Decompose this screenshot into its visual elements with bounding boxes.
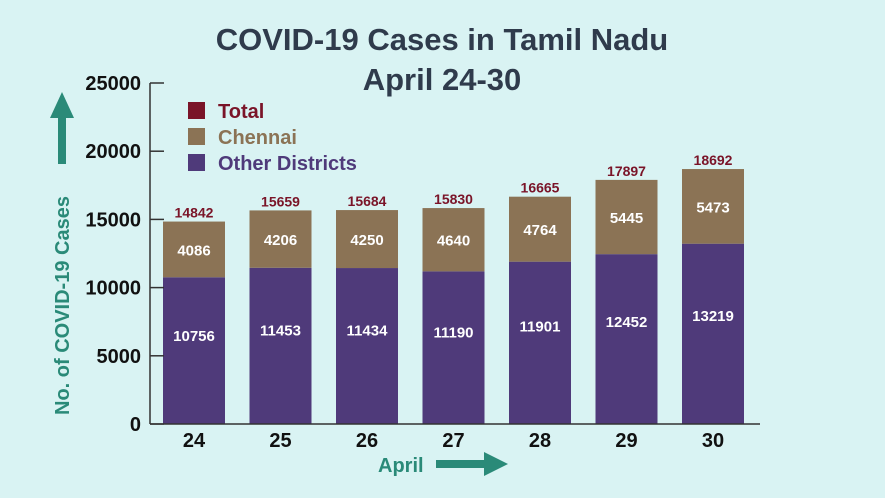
data-label: 4086 xyxy=(177,242,210,259)
bar-chennai xyxy=(249,210,312,268)
bar-other-districts xyxy=(163,277,225,424)
y-tick-label: 15000 xyxy=(85,209,141,231)
total-label: 15830 xyxy=(434,191,473,207)
x-tick-label: 25 xyxy=(269,430,291,452)
x-tick-label: 24 xyxy=(183,430,206,452)
data-label: 4206 xyxy=(264,232,297,249)
data-label: 4764 xyxy=(523,222,557,239)
legend-label: Other Districts xyxy=(218,153,357,175)
data-label: 5445 xyxy=(610,210,643,227)
x-tick-label: 30 xyxy=(702,430,724,452)
x-tick-label: 28 xyxy=(529,430,551,452)
y-tick-label: 10000 xyxy=(85,278,141,300)
legend-swatch xyxy=(188,128,205,145)
chart-subtitle: April 24-30 xyxy=(363,62,522,97)
data-label: 11190 xyxy=(433,324,473,341)
bar-other-districts xyxy=(509,261,571,424)
total-label: 18692 xyxy=(694,152,733,168)
legend-swatch xyxy=(188,154,205,171)
data-label: 13219 xyxy=(692,308,734,325)
data-label: 4640 xyxy=(437,233,470,250)
bar-chennai xyxy=(336,210,398,269)
y-arrow-icon xyxy=(50,92,74,118)
y-tick-label: 20000 xyxy=(85,141,141,163)
bar-chennai xyxy=(163,221,225,278)
bar-chennai xyxy=(682,169,744,244)
y-tick-label: 25000 xyxy=(85,73,141,95)
legend: Total Chennai Other Districts xyxy=(188,101,357,175)
x-tick-label: 27 xyxy=(442,430,464,452)
data-label: 11901 xyxy=(520,319,561,336)
bar-other-districts xyxy=(682,243,744,424)
data-label: 4250 xyxy=(350,232,383,249)
chart-title: COVID-19 Cases in Tamil Nadu xyxy=(216,22,669,57)
data-label: 12452 xyxy=(606,314,648,331)
x-arrow-shaft xyxy=(436,460,486,468)
y-arrow-shaft xyxy=(58,116,66,164)
bar-chennai xyxy=(422,208,485,272)
bar-chennai xyxy=(595,179,658,255)
x-tick-label: 29 xyxy=(615,430,637,452)
bar-other-districts xyxy=(422,271,485,424)
bar-other-districts xyxy=(249,267,312,424)
x-arrow-icon xyxy=(484,452,508,476)
y-axis-label: No. of COVID-19 Cases xyxy=(52,196,74,415)
data-label: 11453 xyxy=(260,322,301,339)
data-label: 10756 xyxy=(173,328,215,345)
y-tick-label: 5000 xyxy=(97,346,142,368)
legend-swatch xyxy=(188,102,205,119)
total-label: 15659 xyxy=(261,193,300,209)
legend-label: Chennai xyxy=(218,127,297,149)
y-tick-label: 0 xyxy=(130,414,141,436)
bar-other-districts xyxy=(336,268,398,424)
total-label: 14842 xyxy=(175,205,214,221)
bar-other-districts xyxy=(595,254,658,424)
x-axis-label: April xyxy=(378,455,424,477)
total-label: 15684 xyxy=(348,193,387,209)
total-label: 16665 xyxy=(521,180,560,196)
x-tick-label: 26 xyxy=(356,430,378,452)
legend-label: Total xyxy=(218,101,264,123)
data-label: 11434 xyxy=(347,322,389,339)
total-label: 17897 xyxy=(607,163,646,179)
bar-chennai xyxy=(509,196,571,262)
data-label: 5473 xyxy=(696,199,729,216)
